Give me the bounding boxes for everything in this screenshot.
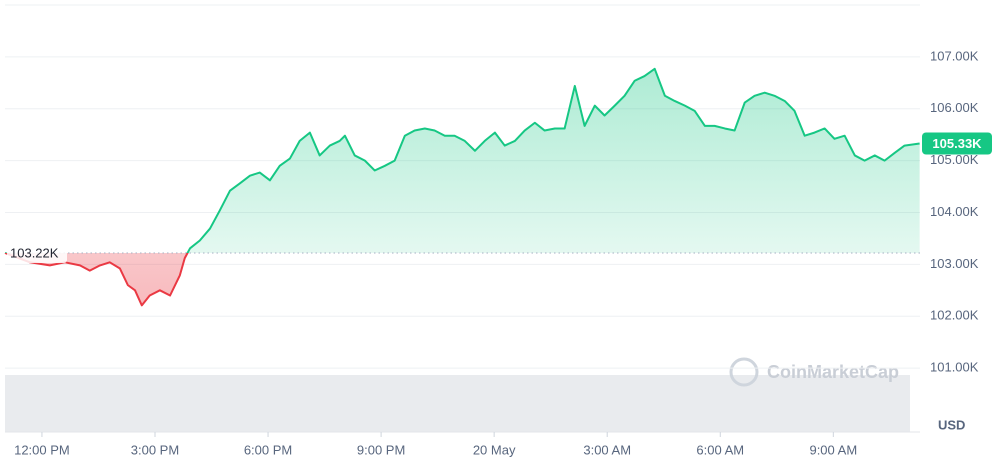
y-unit: USD xyxy=(938,417,965,432)
y-tick-label: 107.00K xyxy=(930,48,979,63)
watermark-logo xyxy=(729,357,759,387)
y-tick-label: 105.00K xyxy=(930,152,979,167)
x-tick-label: 9:00 PM xyxy=(357,442,405,457)
x-tick-label: 12:00 PM xyxy=(14,442,70,457)
current-price-box xyxy=(922,132,992,155)
y-tick-label: 102.00K xyxy=(930,308,979,323)
y-tick-label: 106.00K xyxy=(930,100,979,115)
x-tick-label: 3:00 PM xyxy=(131,442,179,457)
current-price-label: 105.33K xyxy=(932,136,982,151)
baseline-label: 103.22K xyxy=(10,245,59,260)
x-tick-label: 6:00 AM xyxy=(696,442,744,457)
volume-area xyxy=(5,375,910,432)
area-down xyxy=(5,252,188,306)
price-line-up xyxy=(4,67,920,253)
area-up xyxy=(5,68,920,253)
x-tick-label: 6:00 PM xyxy=(244,442,292,457)
x-tick-label: 9:00 AM xyxy=(809,442,857,457)
x-tick-label: 20 May xyxy=(473,442,516,457)
y-tick-label: 103.00K xyxy=(930,256,979,271)
x-tick-label: 3:00 AM xyxy=(583,442,631,457)
y-tick-label: 104.00K xyxy=(930,204,979,219)
baseline-label-box xyxy=(7,242,67,263)
watermark: CoinMarketCap xyxy=(729,357,899,387)
y-tick-label: 101.00K xyxy=(930,360,979,375)
watermark-text: CoinMarketCap xyxy=(767,362,899,382)
price-line-down xyxy=(4,252,189,307)
